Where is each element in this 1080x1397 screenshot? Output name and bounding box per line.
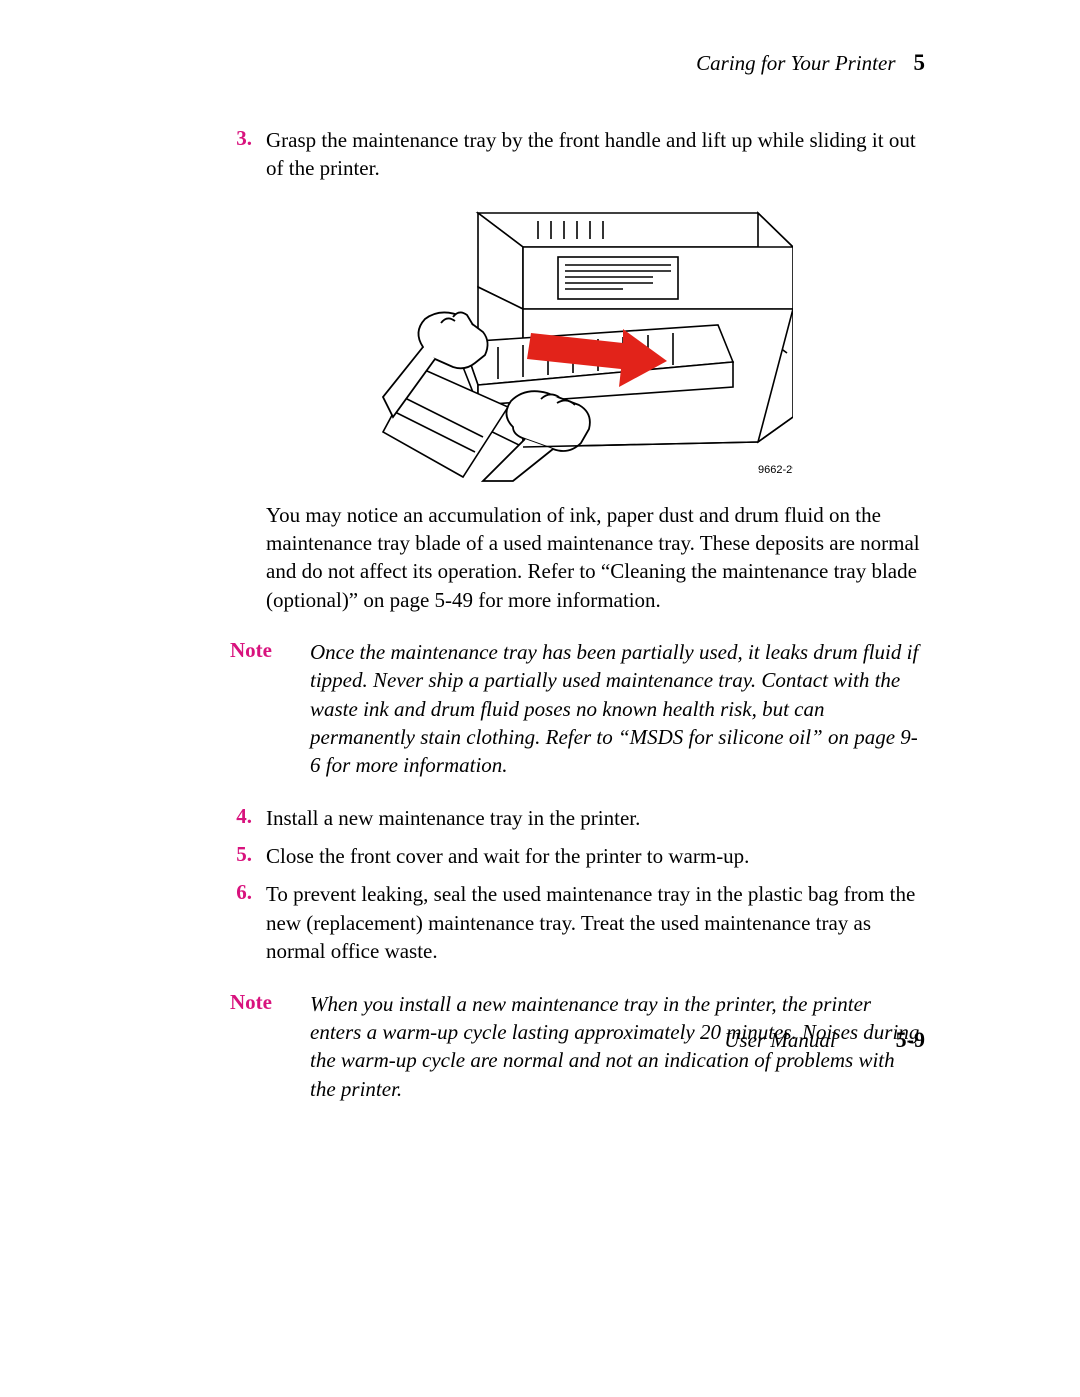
printer-svg: 9662-29: [363, 197, 793, 483]
step-number: 4.: [230, 804, 266, 829]
step-text: Grasp the maintenance tray by the front …: [266, 126, 925, 183]
step-text: Close the front cover and wait for the p…: [266, 842, 925, 870]
step-number: 6.: [230, 880, 266, 905]
step-text: To prevent leaking, seal the used mainte…: [266, 880, 925, 965]
step-6: 6. To prevent leaking, seal the used mai…: [230, 880, 925, 965]
page-footer: User Manual 5-9: [724, 1027, 925, 1053]
step-number: 3.: [230, 126, 266, 151]
note-text: Once the maintenance tray has been parti…: [310, 638, 925, 780]
footer-doc-title: User Manual: [724, 1028, 835, 1053]
header-chapter-number: 5: [914, 50, 926, 76]
figure-id: 9662-29: [758, 464, 793, 476]
manual-page: Caring for Your Printer 5 3. Grasp the m…: [0, 0, 1080, 1187]
note-1: Note Once the maintenance tray has been …: [230, 638, 925, 780]
step-5: 5. Close the front cover and wait for th…: [230, 842, 925, 870]
step-4: 4. Install a new maintenance tray in the…: [230, 804, 925, 832]
printer-illustration: 9662-29: [230, 197, 925, 483]
page-header: Caring for Your Printer 5: [230, 50, 925, 76]
note-label: Note: [230, 990, 310, 1015]
step-number: 5.: [230, 842, 266, 867]
paragraph-after-figure: You may notice an accumulation of ink, p…: [266, 501, 925, 614]
footer-page-number: 5-9: [896, 1027, 925, 1053]
header-section-title: Caring for Your Printer: [696, 51, 895, 76]
note-label: Note: [230, 638, 310, 663]
step-3: 3. Grasp the maintenance tray by the fro…: [230, 126, 925, 183]
step-text: Install a new maintenance tray in the pr…: [266, 804, 925, 832]
